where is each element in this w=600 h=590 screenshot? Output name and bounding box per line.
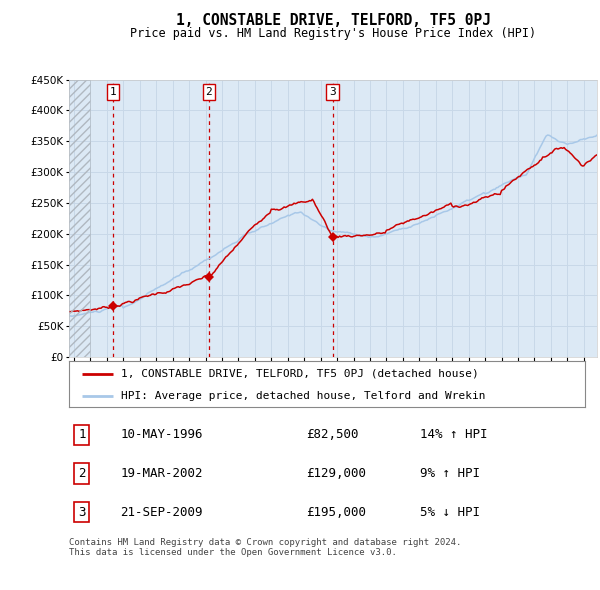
- Text: 10-MAY-1996: 10-MAY-1996: [121, 428, 203, 441]
- Text: 1: 1: [78, 428, 86, 441]
- Text: 21-SEP-2009: 21-SEP-2009: [121, 506, 203, 519]
- Text: 1, CONSTABLE DRIVE, TELFORD, TF5 0PJ (detached house): 1, CONSTABLE DRIVE, TELFORD, TF5 0PJ (de…: [121, 369, 478, 379]
- Text: Contains HM Land Registry data © Crown copyright and database right 2024.
This d: Contains HM Land Registry data © Crown c…: [69, 538, 461, 558]
- Text: £195,000: £195,000: [307, 506, 367, 519]
- Text: HPI: Average price, detached house, Telford and Wrekin: HPI: Average price, detached house, Telf…: [121, 391, 485, 401]
- Text: 19-MAR-2002: 19-MAR-2002: [121, 467, 203, 480]
- Text: 14% ↑ HPI: 14% ↑ HPI: [420, 428, 487, 441]
- Text: 2: 2: [206, 87, 212, 97]
- Text: 9% ↑ HPI: 9% ↑ HPI: [420, 467, 480, 480]
- Text: 2: 2: [78, 467, 86, 480]
- Text: 1, CONSTABLE DRIVE, TELFORD, TF5 0PJ: 1, CONSTABLE DRIVE, TELFORD, TF5 0PJ: [176, 13, 491, 28]
- Text: £82,500: £82,500: [307, 428, 359, 441]
- Text: 3: 3: [329, 87, 336, 97]
- Text: £129,000: £129,000: [307, 467, 367, 480]
- Text: 1: 1: [109, 87, 116, 97]
- Text: 3: 3: [78, 506, 86, 519]
- Text: 5% ↓ HPI: 5% ↓ HPI: [420, 506, 480, 519]
- Text: Price paid vs. HM Land Registry's House Price Index (HPI): Price paid vs. HM Land Registry's House …: [130, 27, 536, 40]
